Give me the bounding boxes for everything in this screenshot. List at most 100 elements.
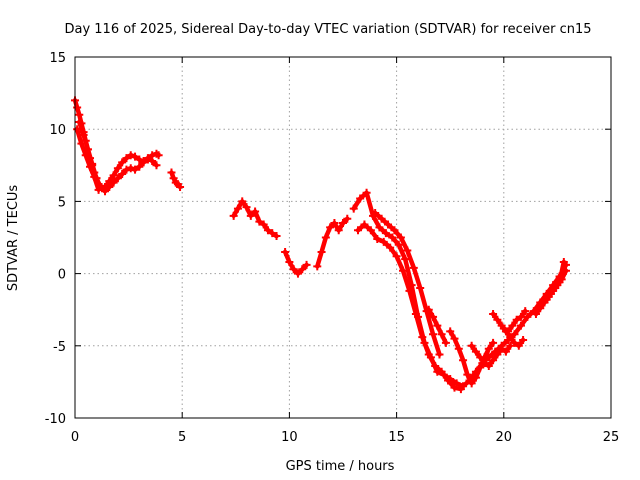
- y-axis-label: SDTVAR / TECUs: [6, 185, 21, 292]
- data-point-marker: [390, 226, 399, 235]
- data-point-marker: [77, 139, 86, 148]
- series-arc-15: [499, 307, 530, 336]
- chart-title: Day 116 of 2025, Sidereal Day-to-day VTE…: [64, 22, 591, 37]
- data-point-marker: [255, 217, 264, 226]
- data-point-marker: [444, 376, 453, 385]
- data-point-marker: [75, 110, 84, 119]
- data-point-marker: [454, 344, 463, 353]
- data-point-marker: [510, 338, 519, 347]
- y-tick-label: 10: [49, 123, 66, 138]
- data-point-marker: [354, 226, 363, 235]
- series-arc-5: [229, 197, 281, 241]
- data-point-marker: [154, 151, 163, 160]
- data-point-marker: [343, 214, 352, 223]
- x-tick-label: 20: [496, 430, 513, 445]
- data-point-marker: [263, 226, 272, 235]
- data-point-marker: [293, 269, 302, 278]
- data-point-marker: [118, 169, 127, 178]
- data-point-marker: [238, 197, 247, 206]
- series-trace: [74, 126, 101, 193]
- data-point-marker: [75, 117, 84, 126]
- series-arc-6: [281, 247, 311, 278]
- series-trace: [355, 222, 464, 392]
- data-point-marker: [317, 247, 326, 256]
- data-point-marker: [176, 182, 185, 191]
- data-point-marker: [233, 204, 242, 213]
- data-point-marker: [405, 286, 414, 295]
- x-tick-label: 5: [178, 430, 186, 445]
- data-point-marker: [381, 229, 390, 238]
- data-point-marker: [392, 252, 401, 261]
- data-point-marker: [510, 330, 519, 339]
- data-point-marker: [251, 207, 260, 216]
- y-tick-labels: -10 -5 0 5 10 15: [45, 51, 66, 427]
- data-point-marker: [480, 359, 489, 368]
- data-point-marker: [298, 265, 307, 274]
- series-trace: [351, 190, 569, 389]
- data-point-marker: [139, 156, 148, 165]
- data-point-marker: [416, 284, 425, 293]
- data-point-marker: [109, 171, 118, 180]
- data-point-marker: [384, 220, 393, 229]
- data-point-marker: [476, 363, 485, 372]
- data-point-marker: [536, 304, 545, 313]
- data-point-marker: [360, 220, 369, 229]
- series-trace: [469, 343, 513, 369]
- data-point-marker: [489, 338, 498, 347]
- data-point-marker: [362, 188, 371, 197]
- data-point-marker: [373, 234, 382, 243]
- data-point-marker: [512, 315, 521, 324]
- data-point-marker: [531, 310, 540, 319]
- data-point-marker: [272, 232, 281, 241]
- data-point-marker: [489, 356, 498, 365]
- data-point-marker: [126, 164, 135, 173]
- data-point-marker: [285, 258, 294, 267]
- x-tick-label: 0: [71, 430, 79, 445]
- data-point-marker: [504, 327, 513, 336]
- data-point-marker: [424, 305, 433, 314]
- data-point-marker: [379, 237, 388, 246]
- data-point-marker: [555, 278, 564, 287]
- data-point-marker: [113, 174, 122, 183]
- data-point-marker: [546, 289, 555, 298]
- data-point-marker: [506, 333, 515, 342]
- y-tick-label: -5: [53, 340, 66, 355]
- y-tick-label: 5: [58, 195, 66, 210]
- data-point-marker: [431, 362, 440, 371]
- data-point-marker: [476, 353, 485, 362]
- data-point-marker: [321, 233, 330, 242]
- axis-ticks: [74, 56, 612, 419]
- data-point-marker: [459, 356, 468, 365]
- data-point-marker: [167, 168, 176, 177]
- data-point-marker: [437, 330, 446, 339]
- data-point-marker: [302, 260, 311, 269]
- data-point-marker: [313, 262, 322, 271]
- data-point-marker: [551, 284, 560, 293]
- data-point-marker: [394, 240, 403, 249]
- x-tick-label: 15: [388, 430, 405, 445]
- data-point-marker: [499, 324, 508, 333]
- data-point-marker: [506, 341, 515, 350]
- data-point-marker: [242, 203, 251, 212]
- data-point-marker: [229, 211, 238, 220]
- series-arc-17: [542, 258, 568, 304]
- data-point-marker: [105, 182, 114, 191]
- y-tick-label: -10: [45, 412, 66, 427]
- data-point-marker: [148, 156, 157, 165]
- data-point-marker: [471, 347, 480, 356]
- plot-frame: [74, 56, 612, 419]
- data-point-marker: [542, 295, 551, 304]
- data-point-marker: [501, 347, 510, 356]
- data-point-marker: [493, 315, 502, 324]
- data-point-marker: [424, 350, 433, 359]
- data-point-marker: [281, 247, 290, 256]
- series-arc-2: [75, 117, 161, 196]
- data-point-marker: [429, 312, 438, 321]
- data-point-marker: [109, 178, 118, 187]
- data-point-marker: [94, 185, 103, 194]
- data-point-marker: [471, 373, 480, 382]
- data-point-marker: [81, 151, 90, 160]
- data-point-marker: [388, 233, 397, 242]
- data-point-marker: [435, 350, 444, 359]
